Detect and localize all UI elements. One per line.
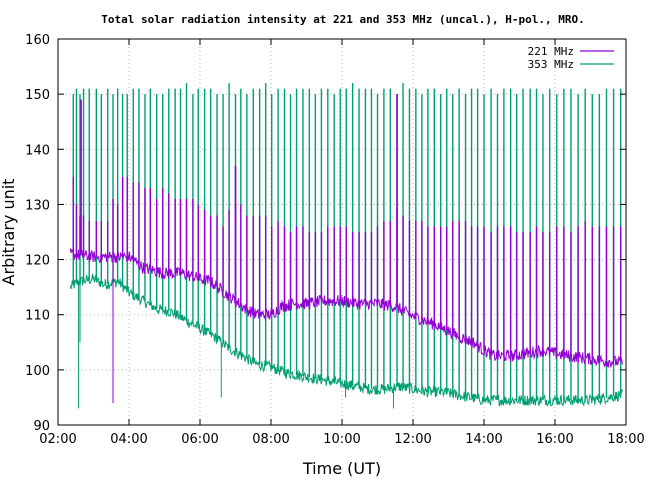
x-tick-label: 04:00 [110, 432, 147, 447]
x-tick-label: 06:00 [181, 432, 218, 447]
y-tick-label: 90 [33, 419, 50, 434]
x-tick-label: 16:00 [536, 432, 573, 447]
x-tick-label: 12:00 [394, 432, 431, 447]
x-axis-label: Time (UT) [302, 459, 381, 478]
y-axis-label: Arbitrary unit [0, 179, 18, 286]
x-tick-label: 18:00 [607, 432, 644, 447]
series-group [69, 83, 623, 409]
x-tick-label: 10:00 [323, 432, 360, 447]
axis-ticks: 02:00 04:00 06:00 08:00 10:00 12:00 14:00 16:00… [25, 33, 645, 447]
x-tick-label: 08:00 [252, 432, 289, 447]
y-tick-label: 130 [25, 198, 50, 213]
y-tick-label: 140 [25, 143, 50, 158]
legend: 221 MHz 353 MHz [528, 45, 614, 71]
x-tick-label: 02:00 [39, 432, 76, 447]
grid [58, 39, 626, 425]
legend-label-353: 353 MHz [528, 58, 574, 71]
x-tick-label: 14:00 [465, 432, 502, 447]
legend-label-221: 221 MHz [528, 45, 574, 58]
y-tick-label: 150 [25, 88, 50, 103]
y-tick-label: 110 [25, 309, 50, 324]
chart-title: Total solar radiation intensity at 221 a… [101, 13, 584, 26]
series-221 [69, 94, 623, 403]
y-tick-label: 100 [25, 364, 50, 379]
y-tick-label: 160 [25, 33, 50, 48]
y-tick-label: 120 [25, 254, 50, 269]
